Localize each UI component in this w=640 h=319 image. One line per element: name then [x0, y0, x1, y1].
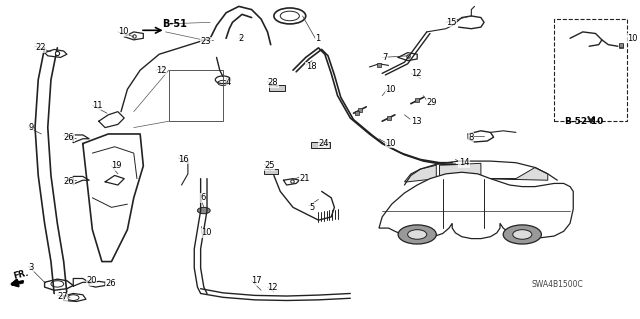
Polygon shape	[440, 163, 481, 179]
Circle shape	[408, 230, 427, 239]
Text: 1: 1	[316, 34, 321, 43]
Polygon shape	[484, 167, 548, 180]
Text: 2: 2	[239, 34, 244, 43]
Polygon shape	[404, 165, 436, 182]
Text: 12: 12	[411, 69, 421, 78]
Circle shape	[503, 225, 541, 244]
Polygon shape	[379, 172, 573, 239]
Text: 13: 13	[411, 117, 422, 126]
Text: 12: 12	[268, 283, 278, 292]
Text: 12: 12	[156, 66, 166, 75]
Circle shape	[513, 230, 532, 239]
Text: 15: 15	[446, 18, 456, 27]
Text: 4: 4	[226, 78, 232, 87]
Circle shape	[398, 225, 436, 244]
Text: 26: 26	[105, 279, 116, 288]
Text: 27: 27	[58, 292, 68, 301]
Bar	[554, 19, 627, 121]
Text: 6: 6	[200, 193, 206, 202]
Bar	[169, 70, 223, 121]
Text: 28: 28	[268, 78, 278, 87]
Text: 24: 24	[319, 139, 329, 148]
Text: 10: 10	[118, 27, 129, 36]
Bar	[311, 142, 330, 148]
Text: 17: 17	[252, 276, 262, 285]
Text: 8: 8	[468, 133, 474, 142]
Text: 10: 10	[627, 34, 638, 43]
Text: 3: 3	[29, 263, 34, 272]
Circle shape	[198, 207, 210, 214]
Text: 14: 14	[459, 158, 469, 167]
Text: 26: 26	[64, 177, 74, 186]
Text: 10: 10	[385, 139, 396, 148]
Text: 23: 23	[200, 37, 211, 46]
Text: 5: 5	[309, 203, 314, 212]
Text: 10: 10	[385, 85, 396, 94]
Text: B-52-10: B-52-10	[564, 117, 603, 126]
Text: 10: 10	[200, 228, 211, 237]
Text: 9: 9	[29, 123, 34, 132]
Bar	[269, 85, 285, 91]
Text: 7: 7	[382, 53, 388, 62]
Text: 21: 21	[300, 174, 310, 183]
Text: B-51: B-51	[163, 19, 188, 29]
Text: 19: 19	[111, 161, 122, 170]
Text: SWA4B1500C: SWA4B1500C	[532, 280, 584, 289]
Text: 29: 29	[427, 98, 437, 107]
Bar	[264, 169, 278, 174]
Text: 16: 16	[179, 155, 189, 164]
Text: 25: 25	[264, 161, 275, 170]
Text: 20: 20	[86, 276, 97, 285]
Text: 18: 18	[306, 63, 316, 71]
Text: FR.: FR.	[13, 268, 30, 281]
Text: 22: 22	[35, 43, 45, 52]
Text: 26: 26	[64, 133, 74, 142]
Text: 11: 11	[92, 101, 103, 110]
